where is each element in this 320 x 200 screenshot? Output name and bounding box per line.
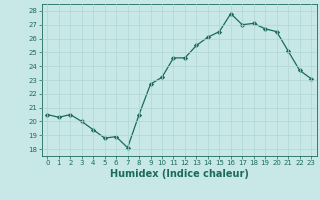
X-axis label: Humidex (Indice chaleur): Humidex (Indice chaleur) xyxy=(110,169,249,179)
